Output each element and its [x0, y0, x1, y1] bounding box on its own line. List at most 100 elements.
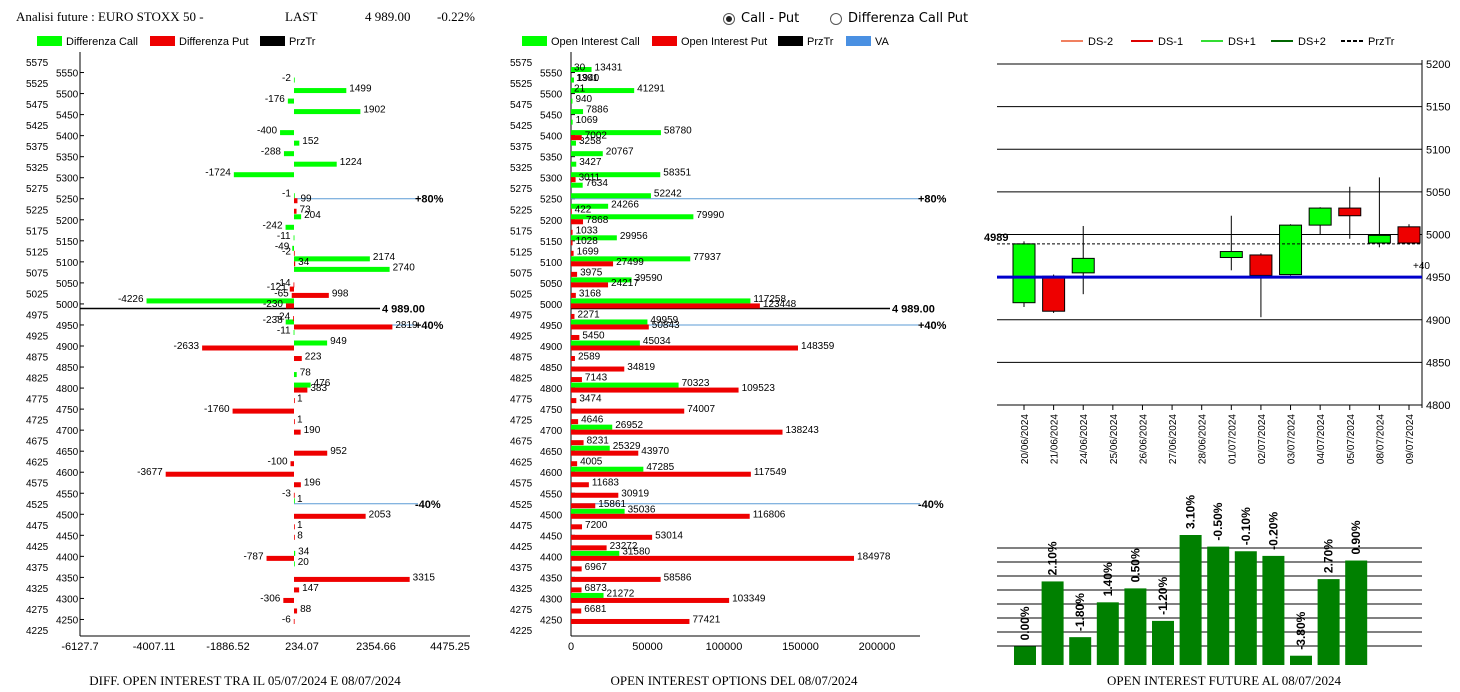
y-tick-label: 4650 — [56, 447, 79, 458]
diff-call-bar-label: -1724 — [205, 168, 231, 179]
y-tick-label: 4400 — [56, 552, 79, 563]
diff-call-bar-label: 78 — [300, 368, 312, 379]
diff-call-bar — [293, 77, 295, 83]
legend-swatch — [846, 36, 871, 46]
diff-call-bar — [292, 245, 294, 251]
future-bar — [1124, 588, 1147, 665]
diff-put-bar-label: -3677 — [137, 467, 163, 478]
oi-put-bar-label: 2589 — [578, 352, 601, 363]
diff-put-bar — [294, 261, 296, 267]
oi-put-bar — [571, 345, 798, 351]
oi-put-bar — [571, 587, 582, 593]
oi-put-bar — [571, 419, 579, 425]
oi-call-bar-label: 7634 — [586, 178, 609, 189]
y-tick-label: 5450 — [56, 111, 79, 122]
future-bar — [1317, 579, 1340, 665]
oi-call-bar — [571, 88, 572, 94]
y-tick-label: 4575 — [26, 479, 49, 490]
oi-put-bar — [571, 250, 574, 256]
y-tick-label: 4800 — [540, 384, 563, 395]
diff-call-bar-label: 949 — [330, 336, 347, 347]
oi-put-bar-label: 5450 — [582, 330, 605, 341]
y-tick-label: 5450 — [540, 111, 563, 122]
y-tick-label: 4625 — [26, 458, 49, 469]
oi-put-bar-label: 34819 — [627, 362, 655, 373]
oi-call-bar-label: 20767 — [606, 147, 634, 158]
oi-call-bar — [571, 67, 572, 73]
oi-call-bar-label: 1069 — [576, 115, 599, 126]
diff-put-bar-label: 147 — [302, 583, 319, 594]
oi-put-bar — [571, 608, 582, 614]
diff-call-bar — [294, 340, 328, 346]
y-tick-label: 5475 — [510, 100, 533, 111]
radio-call-put[interactable]: Call - Put — [723, 11, 799, 26]
y-tick-label: 4675 — [510, 437, 533, 448]
oi-call-bar-label: 24266 — [611, 199, 639, 210]
oi-call-bar-label: 41291 — [637, 84, 665, 95]
y-tick-label: 4275 — [510, 605, 533, 616]
oi-put-bar — [571, 282, 609, 288]
oi-put-bar-label: 116806 — [753, 509, 786, 520]
diff-put-bar-label: 3315 — [413, 572, 436, 583]
oi-put-bar-label: 43970 — [641, 446, 669, 457]
diff-put-bar — [293, 492, 295, 498]
diff-put-bar-label: 998 — [332, 288, 349, 299]
oi-put-bar-label: 1028 — [576, 236, 599, 247]
diff-put-bar-label: 99 — [300, 194, 312, 205]
y-tick-label: 4875 — [26, 353, 49, 364]
y-tick-label: 5225 — [510, 205, 533, 216]
oi-put-bar-label: 123448 — [763, 299, 797, 310]
legend-label: Differenza Put — [179, 36, 249, 48]
diff-call-bar-label: -4226 — [118, 294, 144, 305]
oi-put-bar-label: 7143 — [585, 373, 608, 384]
y-tick-label: 4975 — [26, 310, 49, 321]
oi-put-bar — [571, 356, 575, 362]
legend-swatch — [37, 36, 62, 46]
x-tick-label: -1886.52 — [206, 641, 249, 653]
radio-diff-call-put[interactable]: Differenza Call Put — [830, 11, 968, 26]
oi-call-bar-label: 940 — [575, 94, 592, 105]
x-tick-label: -4007.11 — [133, 641, 176, 653]
oi-call-bar — [571, 382, 679, 388]
legend-swatch — [652, 36, 677, 46]
y-tick-label: 5350 — [56, 153, 79, 164]
y-tick-label: 5025 — [26, 289, 49, 300]
diff-put-bar-label: 952 — [330, 446, 347, 457]
diff-put-bar-label: 196 — [304, 478, 321, 489]
oi-put-bar-label: 50843 — [652, 320, 680, 331]
y-tick-label: 4375 — [510, 563, 533, 574]
legend-label: PrzTr — [807, 36, 834, 48]
oi-put-bar-label: 3975 — [580, 267, 603, 278]
oi-put-bar — [571, 482, 589, 488]
diff-put-bar — [165, 471, 294, 477]
y-tick-label: 4800 — [1426, 400, 1450, 412]
y-tick-label: 4525 — [26, 500, 49, 511]
oi-call-bar-label: 77937 — [693, 252, 721, 263]
legend-label: DS-2 — [1088, 36, 1113, 48]
diff-put-bar-label: 223 — [305, 352, 322, 363]
y-tick-label: 5525 — [26, 79, 49, 90]
oi-put-bar-label: 7200 — [585, 520, 608, 531]
diff-put-bar — [294, 534, 295, 540]
y-tick-label: 4400 — [540, 552, 563, 563]
oi-put-bar — [571, 597, 730, 603]
chart-title: OPEN INTEREST FUTURE AL 08/07/2024 — [1107, 673, 1342, 688]
oi-call-bar-label: 21272 — [607, 588, 635, 599]
oi-call-bar-label: 45034 — [643, 336, 671, 347]
oi-put-bar — [571, 576, 661, 582]
candle-body — [1397, 226, 1421, 244]
y-tick-label: 5075 — [26, 268, 49, 279]
header-change: -0.22% — [437, 9, 475, 24]
oi-put-bar-label: 74007 — [687, 404, 715, 415]
oi-put-bar — [571, 534, 653, 540]
diff-put-bar-label: -2 — [282, 246, 291, 257]
diff-put-bar-label: 2053 — [369, 509, 392, 520]
y-tick-label: 5175 — [26, 226, 49, 237]
oi-put-bar — [571, 324, 649, 330]
diff-call-bar-label: 1902 — [363, 105, 386, 116]
y-tick-label: 4525 — [510, 500, 533, 511]
oi-put-bar-label: 7868 — [586, 215, 609, 226]
oi-call-bar — [571, 140, 576, 146]
x-tick-label: 4475.25 — [430, 641, 470, 653]
oi-put-bar-label: 23272 — [610, 541, 638, 552]
